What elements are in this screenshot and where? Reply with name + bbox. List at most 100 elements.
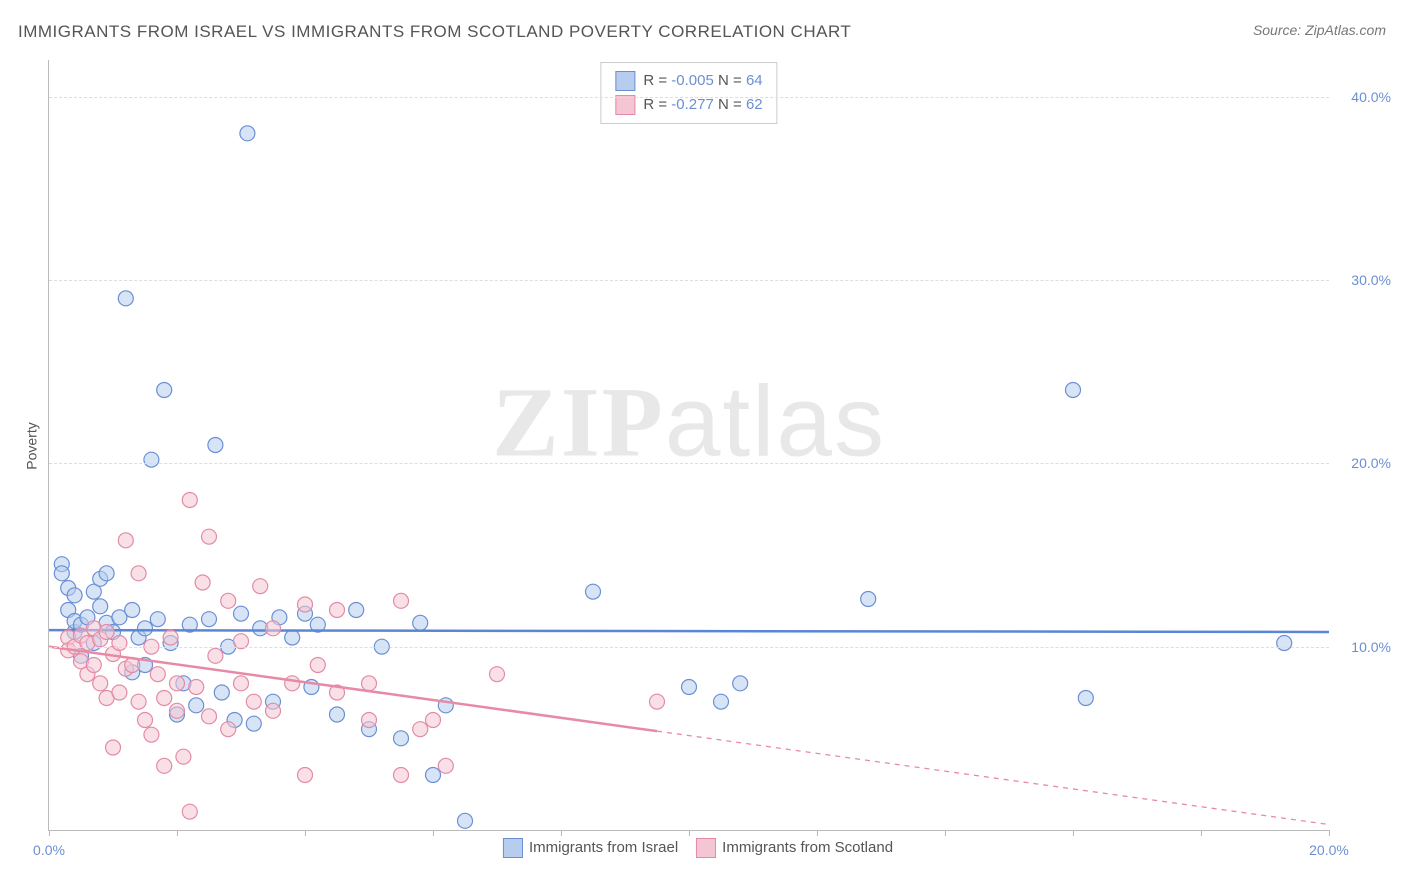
data-point — [202, 709, 217, 724]
legend-r-label: R = — [643, 96, 671, 113]
data-point — [266, 703, 281, 718]
data-point — [586, 584, 601, 599]
data-point — [125, 603, 140, 618]
data-point — [861, 592, 876, 607]
data-point — [163, 630, 178, 645]
data-point — [54, 566, 69, 581]
data-point — [682, 680, 697, 695]
data-point — [138, 713, 153, 728]
x-tick — [49, 830, 50, 836]
data-point — [362, 676, 377, 691]
data-point — [157, 383, 172, 398]
data-point — [106, 740, 121, 755]
data-point — [176, 749, 191, 764]
stats-legend: R = -0.005 N = 64R = -0.277 N = 62 — [600, 62, 777, 124]
data-point — [144, 452, 159, 467]
data-point — [150, 612, 165, 627]
data-point — [157, 691, 172, 706]
data-point — [93, 599, 108, 614]
data-point — [67, 588, 82, 603]
data-point — [131, 566, 146, 581]
data-point — [195, 575, 210, 590]
legend-r-value: -0.005 — [671, 72, 714, 89]
legend-series-label: Immigrants from Scotland — [722, 839, 893, 856]
data-point — [310, 658, 325, 673]
data-point — [650, 694, 665, 709]
data-point — [394, 593, 409, 608]
data-point — [1066, 383, 1081, 398]
data-point — [208, 438, 223, 453]
data-point — [349, 603, 364, 618]
legend-n-label: N = — [714, 72, 746, 89]
data-point — [266, 621, 281, 636]
data-point — [170, 703, 185, 718]
data-point — [285, 630, 300, 645]
x-tick — [1073, 830, 1074, 836]
data-point — [118, 533, 133, 548]
data-point — [202, 612, 217, 627]
data-point — [202, 529, 217, 544]
legend-n-value: 64 — [746, 72, 763, 89]
data-point — [157, 758, 172, 773]
data-point — [394, 768, 409, 783]
x-tick — [689, 830, 690, 836]
data-point — [131, 694, 146, 709]
data-point — [182, 493, 197, 508]
data-point — [144, 727, 159, 742]
legend-series-label: Immigrants from Israel — [529, 839, 678, 856]
data-point — [362, 713, 377, 728]
legend-n-value: 62 — [746, 96, 763, 113]
x-tick — [433, 830, 434, 836]
x-tick — [945, 830, 946, 836]
y-tick-label: 10.0% — [1351, 639, 1391, 655]
data-point — [86, 658, 101, 673]
chart-title: IMMIGRANTS FROM ISRAEL VS IMMIGRANTS FRO… — [18, 22, 851, 42]
data-point — [118, 291, 133, 306]
data-point — [234, 676, 249, 691]
data-point — [298, 768, 313, 783]
data-point — [93, 676, 108, 691]
gridline — [49, 97, 1329, 98]
x-tick — [1201, 830, 1202, 836]
legend-n-label: N = — [714, 96, 746, 113]
legend-r-value: -0.277 — [671, 96, 714, 113]
data-point — [221, 722, 236, 737]
x-tick — [561, 830, 562, 836]
scatter-plot-svg — [49, 60, 1329, 830]
gridline — [49, 647, 1329, 648]
x-tick-label: 0.0% — [33, 842, 65, 858]
data-point — [246, 694, 261, 709]
data-point — [208, 648, 223, 663]
y-tick-label: 30.0% — [1351, 272, 1391, 288]
data-point — [182, 804, 197, 819]
data-point — [426, 713, 441, 728]
gridline — [49, 463, 1329, 464]
data-point — [112, 685, 127, 700]
data-point — [189, 680, 204, 695]
data-point — [330, 707, 345, 722]
data-point — [394, 731, 409, 746]
legend-swatch — [615, 71, 635, 91]
y-tick-label: 40.0% — [1351, 89, 1391, 105]
x-tick — [177, 830, 178, 836]
data-point — [733, 676, 748, 691]
data-point — [221, 593, 236, 608]
x-tick-label: 20.0% — [1309, 842, 1349, 858]
trend-line-dashed — [657, 731, 1329, 824]
legend-swatch — [696, 838, 716, 858]
gridline — [49, 280, 1329, 281]
source-attribution: Source: ZipAtlas.com — [1253, 22, 1386, 38]
data-point — [714, 694, 729, 709]
x-tick — [305, 830, 306, 836]
legend-swatch — [615, 95, 635, 115]
data-point — [99, 625, 114, 640]
data-point — [246, 716, 261, 731]
data-point — [189, 698, 204, 713]
data-point — [112, 636, 127, 651]
data-point — [458, 813, 473, 828]
data-point — [490, 667, 505, 682]
data-point — [1078, 691, 1093, 706]
data-point — [234, 606, 249, 621]
legend-swatch — [503, 838, 523, 858]
data-point — [150, 667, 165, 682]
